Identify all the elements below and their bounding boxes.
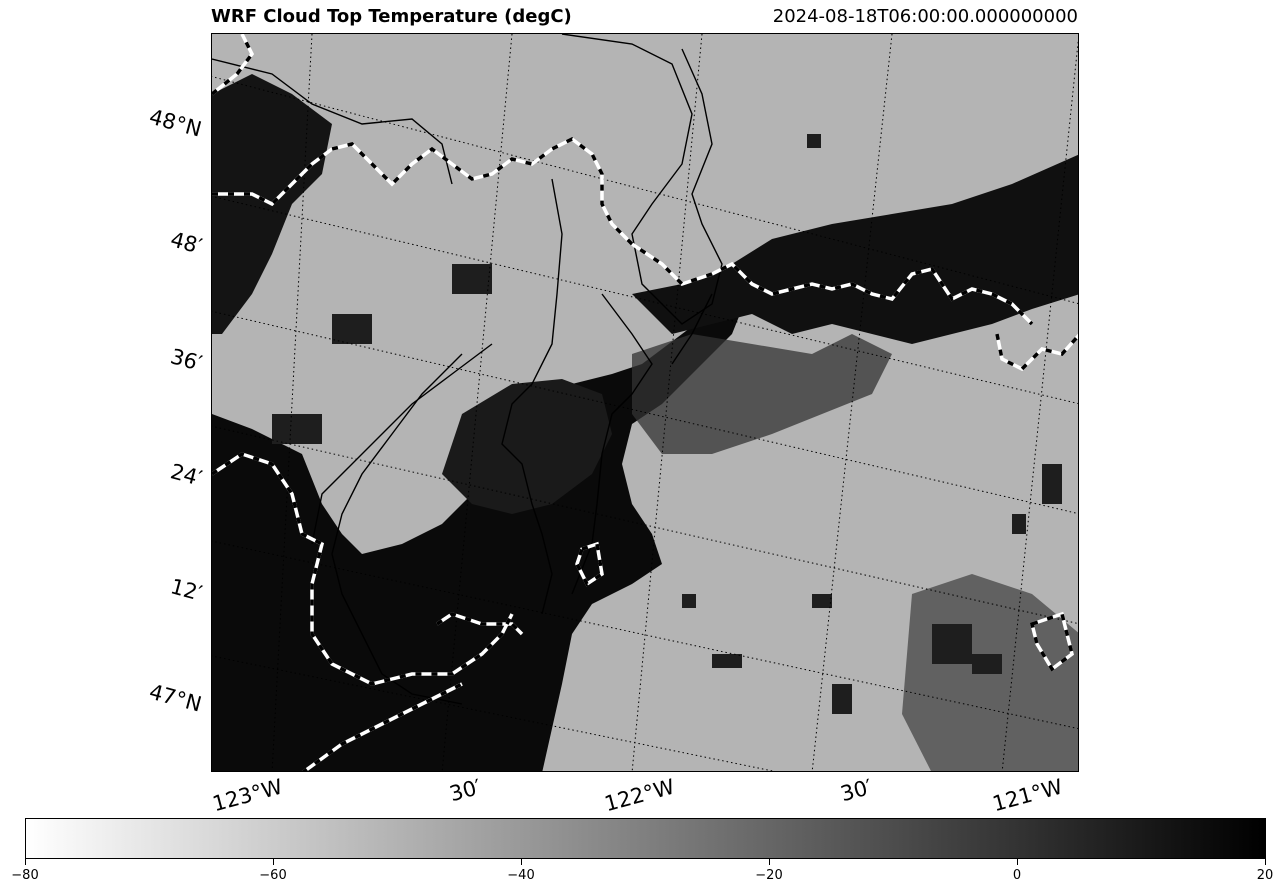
- colorbar-tick-label: −80: [11, 868, 39, 883]
- colorbar-tick: [273, 859, 274, 865]
- colorbar-tick-label: −20: [755, 868, 783, 883]
- lon-label-122w: 122°W: [602, 774, 678, 817]
- cloud-region-northeast-band: [632, 154, 1078, 344]
- colorbar-tick: [1265, 859, 1266, 865]
- map-panel: [211, 33, 1079, 772]
- valid-time-label: 2024-08-18T06:00:00.000000000: [772, 6, 1078, 27]
- scattered-cloud-cells: [272, 134, 1062, 714]
- graticule: [212, 34, 1078, 771]
- colorbar-tick-label: −40: [507, 868, 535, 883]
- colorbar: [25, 818, 1266, 859]
- lon-label-121w: 121°W: [990, 774, 1066, 817]
- political-borders: [212, 34, 1078, 771]
- lat-label-47-24: 24′: [167, 459, 205, 491]
- lat-label-47-36: 36′: [167, 344, 205, 376]
- colorbar-tick: [25, 859, 26, 865]
- colorbar-tick: [521, 859, 522, 865]
- cloud-top-temperature-map: [212, 34, 1078, 771]
- lon-label-123w: 123°W: [210, 774, 286, 817]
- lat-label-48-48: 48′: [167, 227, 205, 259]
- cloud-region-southwest: [212, 284, 752, 771]
- lon-label-122-30: 30′: [447, 774, 484, 807]
- colorbar-tick-label: 0: [1012, 868, 1022, 883]
- lat-label-47-12: 12′: [167, 574, 205, 606]
- colorbar-tick: [1017, 859, 1018, 865]
- map-title: WRF Cloud Top Temperature (degC): [211, 6, 572, 27]
- lat-label-48n: 48°N: [146, 104, 205, 142]
- cloud-region-midband: [632, 334, 892, 454]
- lon-label-121-30: 30′: [838, 774, 875, 807]
- colorbar-tick-label: 20: [1256, 868, 1274, 883]
- cloud-region-center: [442, 379, 612, 514]
- lat-label-47n: 47°N: [146, 679, 205, 717]
- colorbar-tick-label: −60: [259, 868, 287, 883]
- colorbar-tick: [769, 859, 770, 865]
